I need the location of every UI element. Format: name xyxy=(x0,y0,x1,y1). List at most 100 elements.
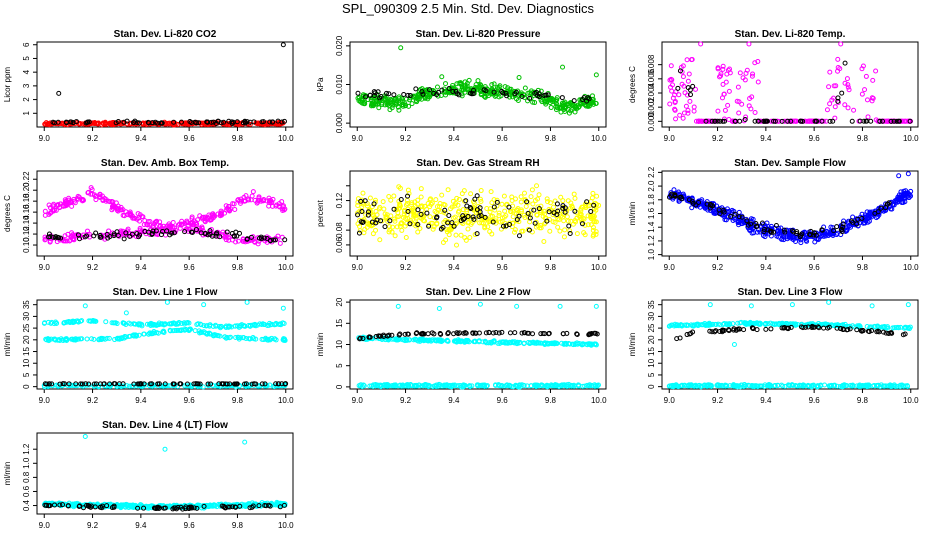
reference-point xyxy=(84,119,90,125)
data-point xyxy=(373,227,379,233)
data-point xyxy=(84,228,90,234)
reference-point xyxy=(358,198,364,204)
data-point xyxy=(431,215,437,221)
data-point xyxy=(680,74,686,80)
reference-point xyxy=(193,227,199,233)
x-tick-label: 10.0 xyxy=(591,263,607,272)
outlier-point xyxy=(593,303,599,309)
data-point xyxy=(454,195,460,201)
reference-point xyxy=(574,331,580,337)
data-point xyxy=(588,198,594,204)
data-point xyxy=(488,189,494,195)
reference-point xyxy=(149,231,155,237)
plot-frame xyxy=(36,432,294,515)
reference-point xyxy=(544,218,550,224)
reference-point xyxy=(267,237,273,243)
data-point xyxy=(451,338,457,344)
data-point xyxy=(440,240,446,246)
data-point xyxy=(184,220,190,226)
data-point xyxy=(762,382,768,388)
reference-point xyxy=(748,221,754,227)
reference-point xyxy=(217,234,223,240)
data-point xyxy=(208,217,214,223)
reference-point xyxy=(896,118,902,124)
data-point xyxy=(767,382,773,388)
reference-point xyxy=(57,381,63,387)
x-tick-label: 10.0 xyxy=(903,396,919,405)
data-point xyxy=(736,209,742,215)
data-point xyxy=(739,101,745,107)
data-point xyxy=(491,81,497,87)
reference-point xyxy=(282,237,288,243)
data-point xyxy=(692,86,698,92)
data-point xyxy=(483,215,489,221)
reference-point xyxy=(788,118,794,124)
data-point xyxy=(103,198,109,204)
reference-point xyxy=(171,119,177,125)
reference-point xyxy=(530,331,536,337)
data-point xyxy=(565,218,571,224)
data-point xyxy=(390,224,396,230)
outlier-point xyxy=(896,173,902,179)
data-point xyxy=(572,195,578,201)
data-point xyxy=(405,216,411,222)
data-point xyxy=(689,205,695,211)
data-point xyxy=(811,382,817,388)
data-point xyxy=(896,192,902,198)
data-point xyxy=(557,228,563,234)
reference-point xyxy=(261,235,267,241)
data-point xyxy=(202,219,208,225)
data-point xyxy=(593,231,599,237)
data-point xyxy=(433,197,439,203)
data-point xyxy=(872,323,878,329)
y-axis-label: degrees C xyxy=(628,66,637,103)
outlier-point xyxy=(439,74,445,80)
reference-point xyxy=(367,334,373,340)
data-point xyxy=(520,228,526,234)
data-point xyxy=(837,66,843,72)
data-point xyxy=(685,107,691,113)
reference-point xyxy=(807,232,813,238)
data-point xyxy=(405,187,411,193)
x-tick-label: 9.4 xyxy=(448,263,460,272)
panel-title: Stan. Dev. Line 3 Flow xyxy=(738,287,843,298)
data-point xyxy=(591,219,597,225)
data-point xyxy=(369,383,375,389)
reference-point xyxy=(739,214,745,220)
data-point xyxy=(568,205,574,211)
reference-point xyxy=(420,91,426,97)
data-point xyxy=(161,228,167,234)
data-point xyxy=(448,206,454,212)
data-point xyxy=(381,382,387,388)
y-tick-label: 0.004 xyxy=(647,82,656,103)
reference-point xyxy=(521,330,527,336)
data-point xyxy=(109,204,115,210)
data-point xyxy=(391,193,397,199)
data-point xyxy=(870,77,876,83)
data-point xyxy=(865,114,871,120)
data-point xyxy=(668,84,674,90)
data-point xyxy=(193,221,199,227)
outlier-point xyxy=(707,302,713,308)
x-tick-label: 9.0 xyxy=(39,263,51,272)
data-point xyxy=(585,222,591,228)
outlier-point xyxy=(905,302,911,308)
x-tick-label: 9.6 xyxy=(809,134,821,143)
data-point xyxy=(481,382,487,388)
reference-point xyxy=(93,381,99,387)
data-point xyxy=(862,212,868,218)
reference-point xyxy=(782,229,788,235)
reference-point xyxy=(567,231,573,237)
data-point xyxy=(726,88,732,94)
reference-point xyxy=(356,230,362,236)
reference-point xyxy=(169,230,175,236)
data-point xyxy=(512,227,518,233)
data-point xyxy=(443,382,449,388)
data-point xyxy=(397,202,403,208)
data-point xyxy=(428,201,434,207)
data-point xyxy=(370,231,376,237)
outlier-point xyxy=(560,64,566,70)
